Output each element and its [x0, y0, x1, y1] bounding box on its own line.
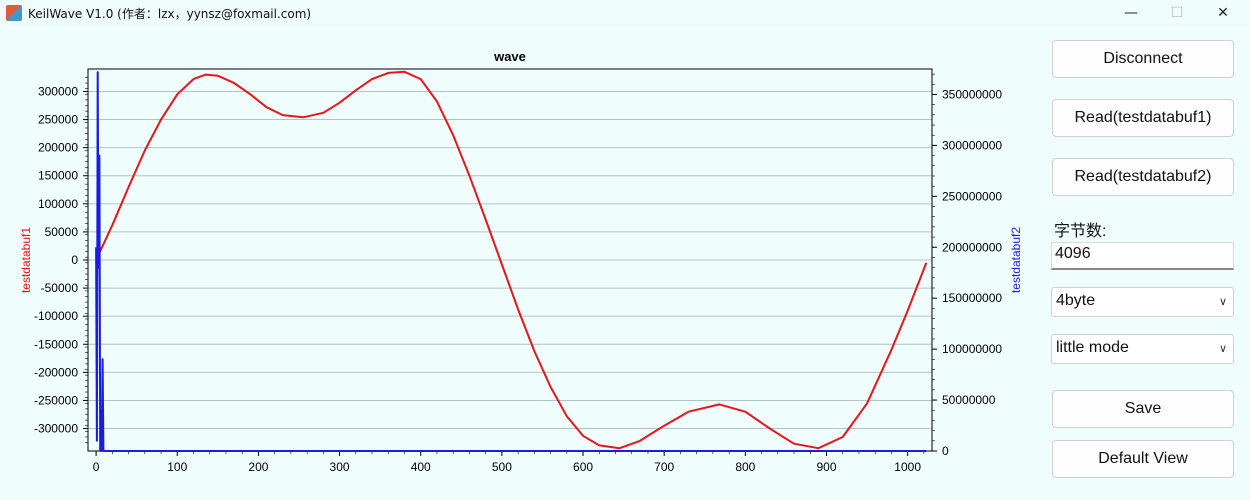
x-tick-label: 200	[248, 460, 268, 474]
series-line-testdatabuf2	[95, 71, 927, 452]
y-right-tick-label: 150000000	[942, 291, 1002, 305]
y-left-tick-label: 0	[71, 253, 78, 267]
y-left-axis-label: testdatabuf1	[19, 227, 33, 293]
default-view-button[interactable]: Default View	[1052, 440, 1234, 478]
x-tick-label: 900	[816, 460, 836, 474]
data-type-select[interactable]: 4byte ∨	[1051, 287, 1234, 317]
y-right-tick-label: 0	[942, 444, 949, 458]
y-right-axis-label: testdatabuf2	[1009, 227, 1023, 293]
y-right-tick-label: 50000000	[942, 393, 996, 407]
y-right-tick-label: 300000000	[942, 138, 1002, 152]
y-left-tick-label: 250000	[38, 113, 78, 127]
wave-chart[interactable]: wave300000250000200000150000100000500000…	[0, 26, 1045, 500]
y-left-tick-label: 200000	[38, 141, 78, 155]
disconnect-button[interactable]: Disconnect	[1052, 40, 1234, 78]
y-left-tick-label: 50000	[45, 225, 79, 239]
x-tick-label: 0	[93, 460, 100, 474]
y-right-tick-label: 350000000	[942, 87, 1002, 101]
x-tick-label: 300	[330, 460, 350, 474]
window-title: KeilWave V1.0 (作者：lzx，yynsz@foxmail.com)	[28, 7, 312, 21]
x-tick-label: 1000	[894, 460, 921, 474]
y-left-tick-label: -250000	[34, 393, 78, 407]
data-type-value: 4byte	[1056, 292, 1096, 309]
y-left-tick-label: 300000	[38, 84, 78, 98]
x-tick-label: 800	[735, 460, 755, 474]
chart-title: wave	[493, 49, 526, 64]
y-left-tick-label: -50000	[41, 281, 79, 295]
y-left-tick-label: -150000	[34, 337, 78, 351]
app-icon	[6, 5, 22, 21]
y-left-tick-label: -200000	[34, 365, 78, 379]
minimize-icon[interactable]: —	[1124, 5, 1138, 21]
x-tick-label: 500	[492, 460, 512, 474]
save-button[interactable]: Save	[1052, 390, 1234, 428]
y-left-tick-label: -300000	[34, 422, 78, 436]
maximize-icon[interactable]: ☐	[1170, 5, 1184, 21]
read-testdatabuf1-button[interactable]: Read(testdatabuf1)	[1052, 99, 1234, 137]
y-right-tick-label: 200000000	[942, 240, 1002, 254]
y-left-tick-label: 100000	[38, 197, 78, 211]
chevron-down-icon: ∨	[1218, 343, 1227, 355]
bytes-input[interactable]: 4096	[1051, 242, 1234, 270]
x-tick-label: 600	[573, 460, 593, 474]
y-left-tick-label: 150000	[38, 169, 78, 183]
bytes-label: 字节数:	[1054, 223, 1107, 240]
endian-mode-value: little mode	[1056, 339, 1129, 356]
y-right-tick-label: 250000000	[942, 189, 1002, 203]
x-tick-label: 700	[654, 460, 674, 474]
y-left-tick-label: -100000	[34, 309, 78, 323]
title-bar: KeilWave V1.0 (作者：lzx，yynsz@foxmail.com)…	[0, 0, 1250, 26]
chevron-down-icon: ∨	[1218, 296, 1227, 308]
endian-mode-select[interactable]: little mode ∨	[1051, 334, 1234, 364]
x-tick-label: 100	[167, 460, 187, 474]
series-line-testdatabuf1	[95, 70, 928, 450]
close-icon[interactable]: ✕	[1217, 5, 1229, 21]
y-right-tick-label: 100000000	[942, 342, 1002, 356]
x-tick-label: 400	[411, 460, 431, 474]
read-testdatabuf2-button[interactable]: Read(testdatabuf2)	[1052, 158, 1234, 196]
